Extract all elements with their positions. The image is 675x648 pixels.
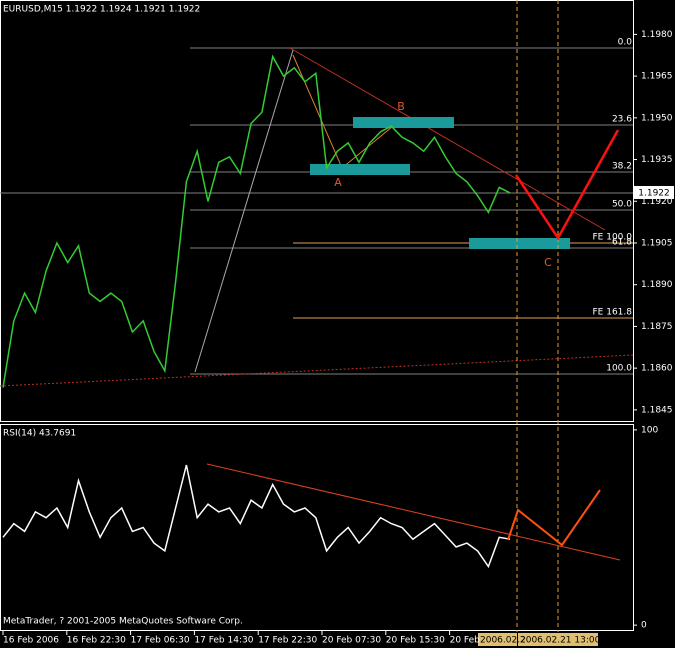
point-label: B [397, 100, 405, 113]
y-tick-label: 1.1860 [641, 364, 673, 374]
y-tick-label: 1.1965 [641, 72, 673, 82]
price-box [634, 186, 674, 199]
cursor-label: 2006.02.2 [480, 636, 526, 646]
projection [514, 129, 620, 241]
y-tick-label: 0 [641, 621, 647, 631]
x-tick-label: 17 Feb 14:30 [194, 636, 253, 646]
y-tick-label: 1.1980 [641, 30, 673, 40]
x-tick-label: 16 Feb 2006 [3, 636, 59, 646]
fe-label: FE 100.0 [593, 233, 633, 243]
y-tick-label: 1.1920 [641, 197, 673, 207]
y-tick-label: 1.1935 [641, 155, 673, 165]
x-tick-label: 16 Feb 22:30 [67, 636, 126, 646]
zone [469, 238, 570, 249]
y-tick-label: 1.1950 [641, 113, 673, 123]
rsi-panel [0, 424, 634, 631]
price-line [2, 54, 511, 388]
y-tick-label: 1.1905 [641, 238, 673, 248]
symbol-header: EURUSD,M15 1.1922 1.1924 1.1921 1.1922 [3, 5, 200, 15]
fib-label: 38.2 [612, 162, 632, 172]
rsi-header: RSI(14) 43.7691 [3, 429, 76, 439]
fib-label: 61.8 [612, 238, 632, 248]
cursor-label: 2006.02.21 13:00 [520, 636, 601, 646]
fib-label: 23.6 [612, 115, 632, 125]
fib-label: 0.0 [618, 38, 633, 48]
swing-line [194, 49, 294, 373]
rsi-projection [507, 489, 601, 547]
zone [310, 164, 410, 175]
point-label: C [544, 256, 552, 269]
cursor-box [478, 633, 517, 646]
x-tick-label: 17 Feb 22:30 [258, 636, 317, 646]
x-tick-label: 20 Feb 07:30 [322, 636, 381, 646]
rsi-trend-line [206, 463, 621, 561]
fib-label: 50.0 [612, 200, 632, 210]
x-tick-label: 17 Feb 06:30 [131, 636, 190, 646]
cursor-box [518, 633, 598, 646]
y-tick-label: 1.1890 [641, 280, 673, 290]
current-price: 1.1922 [638, 189, 670, 199]
point-label: A [334, 176, 342, 189]
x-tick-label: 20 Feb [450, 636, 481, 646]
fe-lines [293, 242, 633, 319]
y-tick-label: 1.1845 [641, 405, 673, 415]
price-line [2, 464, 511, 569]
x-tick-label: 20 Feb 15:30 [386, 636, 445, 646]
y-tick-label: 100 [641, 425, 658, 435]
trend-line [0, 354, 634, 387]
cursor-lines [516, 0, 559, 632]
trend-line [289, 47, 606, 231]
fe-label: FE 161.8 [593, 308, 633, 318]
y-tick-label: 1.1875 [641, 322, 673, 332]
main-panel [0, 0, 634, 422]
copyright: MetaTrader, ? 2001-2005 MetaQuotes Softw… [3, 617, 243, 627]
zone [353, 117, 454, 128]
zones [310, 117, 570, 249]
fib-label: 100.0 [606, 364, 632, 374]
